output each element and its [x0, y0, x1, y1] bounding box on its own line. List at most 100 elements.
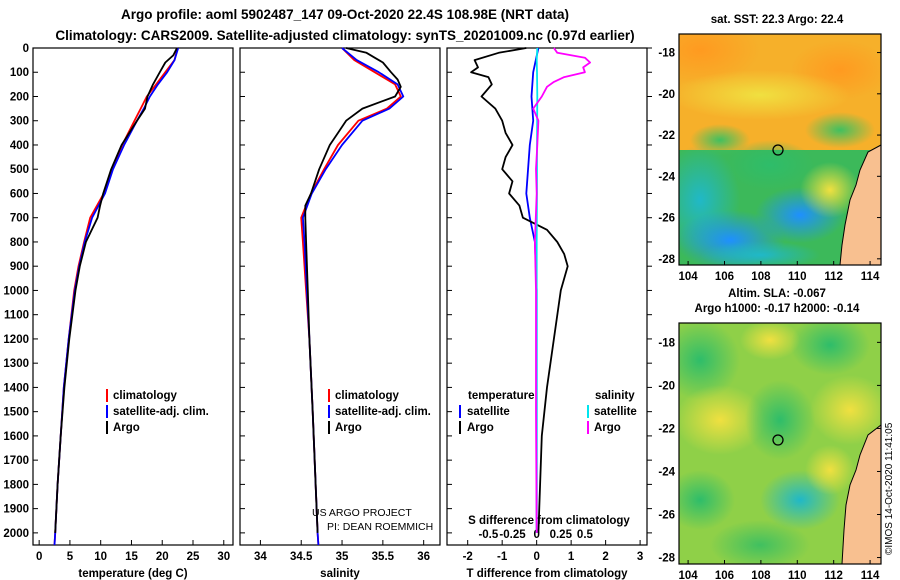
depth-tick-label: 1200 — [3, 334, 29, 346]
map-y-tick-label: -20 — [658, 380, 675, 392]
s-tick-label: -0.5 — [478, 529, 498, 541]
argo-position-marker — [772, 144, 784, 156]
map-y-tick-label: -18 — [658, 337, 675, 349]
x-tick-label: 36 — [417, 551, 430, 563]
depth-tick-label: 2000 — [3, 528, 29, 540]
series-line-argo — [54, 47, 178, 533]
sst-map: sat. SST: 22.3 Argo: 22.4 104 106 108 110 11… — [658, 14, 882, 283]
depth-tick-label: 1900 — [3, 504, 29, 516]
map-y-tick-label: -22 — [658, 423, 675, 435]
difference-legend: temperature satellite Argo salinity sate… — [459, 390, 637, 434]
map-y-tick-label: -28 — [658, 254, 675, 266]
pi-annotation: PI: DEAN ROEMMICH — [327, 521, 433, 533]
sla-map: Altim. SLA: -0.067 Argo h1000: -0.17 h20… — [658, 288, 895, 580]
depth-tick-label: 1100 — [4, 310, 29, 322]
map-x-tick-label: 108 — [751, 570, 771, 580]
depth-tick-label: 1800 — [3, 479, 29, 491]
depth-tick-label: 500 — [10, 164, 29, 176]
map-x-tick-label: 108 — [751, 271, 771, 283]
legend-label-s-argo: Argo — [594, 422, 621, 434]
x-axis-label: salinity — [320, 568, 360, 580]
x-tick-label: 3 — [637, 551, 643, 563]
map-y-tick-label: -18 — [658, 48, 675, 60]
legend-title-salinity: salinity — [595, 390, 635, 402]
temperature-legend: climatology satellite-adj. clim. Argo — [106, 389, 209, 434]
figure-title-line1: Argo profile: aoml 5902487_147 09-Oct-20… — [121, 7, 569, 22]
x-tick-label: -1 — [497, 551, 508, 563]
map-x-tick-label: 104 — [679, 570, 699, 580]
depth-tick-label: 600 — [10, 188, 29, 200]
map-y-tick-label: -20 — [658, 89, 675, 101]
x-tick-label: 35.5 — [372, 551, 395, 563]
map-y-tick-label: -24 — [658, 171, 675, 183]
salinity-panel: 34 34.5 35 35.5 36 salinity — [239, 47, 441, 580]
legend-label-climatology: climatology — [335, 390, 400, 402]
map-y-tick-label: -28 — [658, 553, 675, 565]
map-y-tick-label: -26 — [658, 510, 675, 522]
s-tick-label: 0.25 — [550, 529, 573, 541]
series-line-climatology — [300, 47, 402, 546]
depth-tick-label: 1500 — [3, 407, 29, 419]
map-x-tick-label: 114 — [861, 570, 880, 580]
map-x-tick-label: 106 — [715, 570, 734, 580]
depth-tick-label: 1700 — [3, 455, 29, 467]
legend-label-satellite: satellite-adj. clim. — [335, 406, 431, 418]
figure-title-line2: Climatology: CARS2009. Satellite-adjuste… — [55, 28, 634, 43]
x-tick-label: 2 — [602, 551, 608, 563]
map-x-tick-label: 110 — [788, 271, 807, 283]
series-line-argo — [304, 47, 402, 533]
map-x-tick-label: 112 — [824, 271, 843, 283]
depth-tick-label: 1400 — [3, 382, 29, 394]
map-y-tick-label: -22 — [658, 130, 675, 142]
project-annotation: US ARGO PROJECT — [312, 507, 412, 519]
plot-frame — [446, 47, 648, 546]
map-x-tick-label: 114 — [861, 271, 880, 283]
depth-tick-label: 0 — [23, 43, 29, 55]
depth-tick-label: 100 — [10, 67, 29, 79]
s-tick-label: 0 — [533, 529, 539, 541]
depth-tick-label: 1000 — [3, 285, 29, 297]
x-tick-label: 0 — [36, 551, 42, 563]
sst-map-title: sat. SST: 22.3 Argo: 22.4 — [711, 14, 844, 26]
plot-frame — [32, 47, 234, 546]
legend-label-t-argo: Argo — [467, 422, 494, 434]
series-line-satellite-adj-clim- — [301, 47, 405, 546]
imos-copyright: ©IMOS 14-Oct-2020 11:41:05 — [884, 422, 895, 555]
x-axis-label: T difference from climatology — [466, 568, 628, 580]
x-tick-label: 20 — [156, 551, 169, 563]
x-tick-label: 0 — [533, 551, 539, 563]
map-x-tick-label: 106 — [715, 271, 734, 283]
depth-tick-label: 1600 — [3, 431, 29, 443]
salinity-legend: climatology satellite-adj. clim. Argo — [328, 389, 431, 434]
series-line-salinity-argo — [532, 47, 591, 533]
x-tick-label: 5 — [67, 551, 74, 563]
x-tick-label: 30 — [217, 551, 230, 563]
legend-label-argo: Argo — [113, 422, 140, 434]
legend-title-temperature: temperature — [468, 390, 534, 402]
s-tick-label: -0.25 — [499, 529, 526, 541]
depth-tick-label: 800 — [10, 237, 29, 249]
depth-tick-label: 900 — [10, 261, 29, 273]
difference-panel: -2 -1 0 1 2 3 T difference from climatology -0.… — [446, 47, 652, 580]
depth-tick-label: 700 — [10, 213, 29, 225]
legend-label-argo: Argo — [335, 422, 362, 434]
legend-label-t-satellite: satellite — [467, 406, 510, 418]
map-x-tick-label: 110 — [788, 570, 807, 580]
x-tick-label: -2 — [463, 551, 473, 563]
legend-label-climatology: climatology — [113, 390, 178, 402]
argo-position-marker — [772, 434, 784, 446]
depth-tick-label: 300 — [10, 116, 29, 128]
sla-map-title-line2: Argo h1000: -0.17 h2000: -0.14 — [695, 303, 861, 315]
map-x-tick-label: 112 — [824, 570, 843, 580]
coastline — [841, 424, 881, 564]
map-x-tick-label: 104 — [679, 271, 699, 283]
x-tick-label: 15 — [125, 551, 138, 563]
plot-frame — [239, 47, 441, 546]
x-tick-label: 34.5 — [290, 551, 313, 563]
depth-tick-label: 1300 — [3, 358, 29, 370]
legend-label-s-satellite: satellite — [594, 406, 637, 418]
legend-label-satellite: satellite-adj. clim. — [113, 406, 209, 418]
map-y-tick-label: -26 — [658, 213, 675, 225]
series-line-climatology — [53, 47, 179, 546]
depth-tick-label: 200 — [10, 91, 29, 103]
